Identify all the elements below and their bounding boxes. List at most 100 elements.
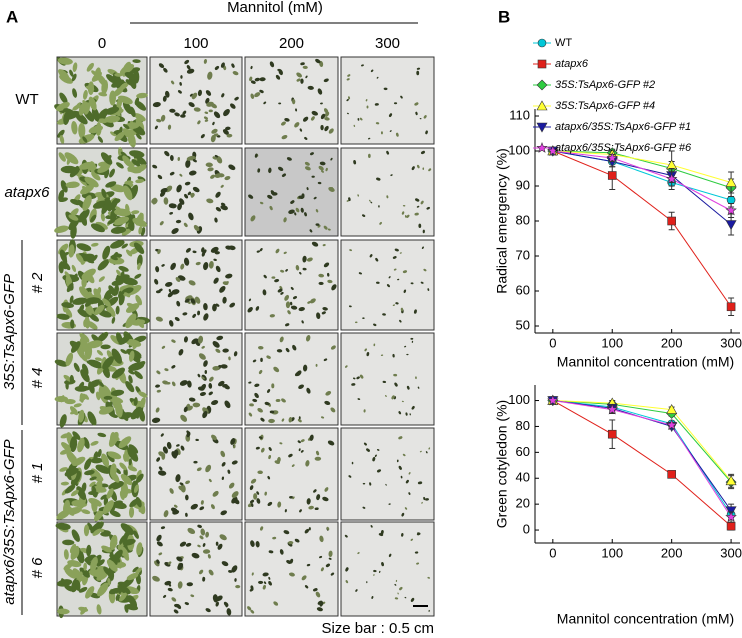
seedling (127, 447, 139, 462)
seedling (177, 203, 182, 211)
marker (667, 216, 676, 226)
seedling (80, 213, 88, 226)
seedling (290, 286, 294, 290)
seedling (59, 92, 68, 104)
seedling (76, 486, 87, 500)
seedling (410, 538, 414, 541)
seedling (83, 89, 88, 100)
marker (725, 475, 737, 486)
seedling (378, 205, 380, 208)
seedling (205, 608, 211, 613)
seedling (247, 307, 253, 313)
photo-background (340, 56, 435, 145)
seedling (200, 500, 204, 505)
seedling (64, 152, 79, 165)
seedling (103, 530, 112, 535)
seedling (318, 165, 324, 171)
seedling (205, 90, 212, 96)
seedling (378, 533, 384, 537)
seedling (104, 106, 120, 115)
seedling (124, 72, 139, 81)
seedling (251, 80, 256, 84)
seedling (363, 409, 366, 413)
marker (726, 302, 736, 312)
seedling (273, 366, 280, 373)
y-tick-label: 80 (516, 212, 530, 227)
seedling (322, 307, 328, 311)
seedling (197, 373, 201, 378)
seedling (182, 110, 187, 115)
seedling (110, 255, 118, 261)
seedling (94, 304, 105, 316)
seedling (369, 482, 372, 486)
seedling (404, 215, 407, 218)
seedling (97, 432, 107, 438)
seedling (121, 581, 127, 588)
seedling (256, 491, 260, 495)
seedling (132, 217, 148, 227)
seedling (313, 196, 317, 200)
seedling (418, 223, 422, 229)
seedling (346, 112, 349, 115)
seedling (54, 359, 68, 367)
seedling (113, 284, 119, 296)
seedling (250, 540, 255, 547)
seedling (162, 380, 169, 385)
seedling (320, 124, 324, 131)
seedling (392, 256, 397, 259)
seedling (79, 567, 90, 578)
seedling (288, 416, 293, 423)
seedling (269, 205, 273, 211)
seedling (294, 212, 297, 216)
seedling (128, 350, 135, 362)
seedling (388, 276, 391, 279)
seedling (362, 482, 366, 485)
marker (726, 195, 736, 205)
y-tick-label: 20 (516, 496, 530, 511)
seedling (127, 167, 136, 172)
seedling (63, 549, 69, 560)
seedling (90, 556, 98, 572)
seedling (68, 217, 80, 231)
seedling (184, 298, 190, 303)
legend-label: 35S:TsApx6-GFP #2 (555, 79, 655, 91)
seedling (84, 558, 92, 566)
y-tick-label: 90 (516, 177, 530, 192)
seedling (198, 353, 206, 360)
seedling (122, 453, 127, 462)
seedling (419, 450, 422, 453)
seedling (263, 101, 267, 105)
seedling (195, 261, 201, 266)
seedling (213, 133, 219, 137)
seedling (292, 496, 295, 500)
seedling (392, 353, 395, 358)
seedling (409, 413, 411, 416)
seedling (102, 298, 111, 307)
seedling (416, 164, 420, 169)
seedling (214, 154, 219, 158)
seedling (185, 159, 191, 168)
seedling (72, 104, 81, 111)
legend-label: atapx6 (555, 58, 589, 70)
seedling (95, 391, 101, 401)
seedling (59, 449, 70, 455)
seedling (118, 293, 125, 306)
seedling (321, 416, 325, 419)
seedling (220, 364, 228, 369)
seedling (330, 187, 334, 191)
seedling (180, 75, 183, 79)
seedling (156, 541, 163, 547)
seedling (380, 131, 383, 135)
seedling (78, 586, 88, 593)
photo-tile (244, 147, 339, 237)
seedling (69, 436, 78, 453)
y-tick-label: 70 (516, 247, 530, 262)
seedling (215, 601, 219, 607)
x-tick-label: 200 (661, 545, 683, 560)
seedling (203, 261, 209, 271)
photo-tile (56, 427, 148, 522)
seedling (188, 280, 196, 286)
seedling (393, 102, 398, 105)
seedling (388, 113, 393, 118)
seedling (248, 381, 252, 384)
